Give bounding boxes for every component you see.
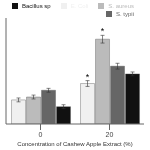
html-text:S. typii: S. typii xyxy=(116,11,134,17)
html-text:E. Coli: E. Coli xyxy=(70,3,89,9)
svg-text:*: * xyxy=(101,26,105,36)
svg-text:Concentration of Cashew Apple: Concentration of Cashew Apple Extract (%… xyxy=(17,141,132,147)
svg-text:0: 0 xyxy=(39,131,43,138)
svg-text:*: * xyxy=(86,72,90,82)
html-text:S. aureus: S. aureus xyxy=(108,3,134,9)
svg-text:20: 20 xyxy=(106,131,114,138)
html-text:Bacillus sp: Bacillus sp xyxy=(22,3,51,9)
